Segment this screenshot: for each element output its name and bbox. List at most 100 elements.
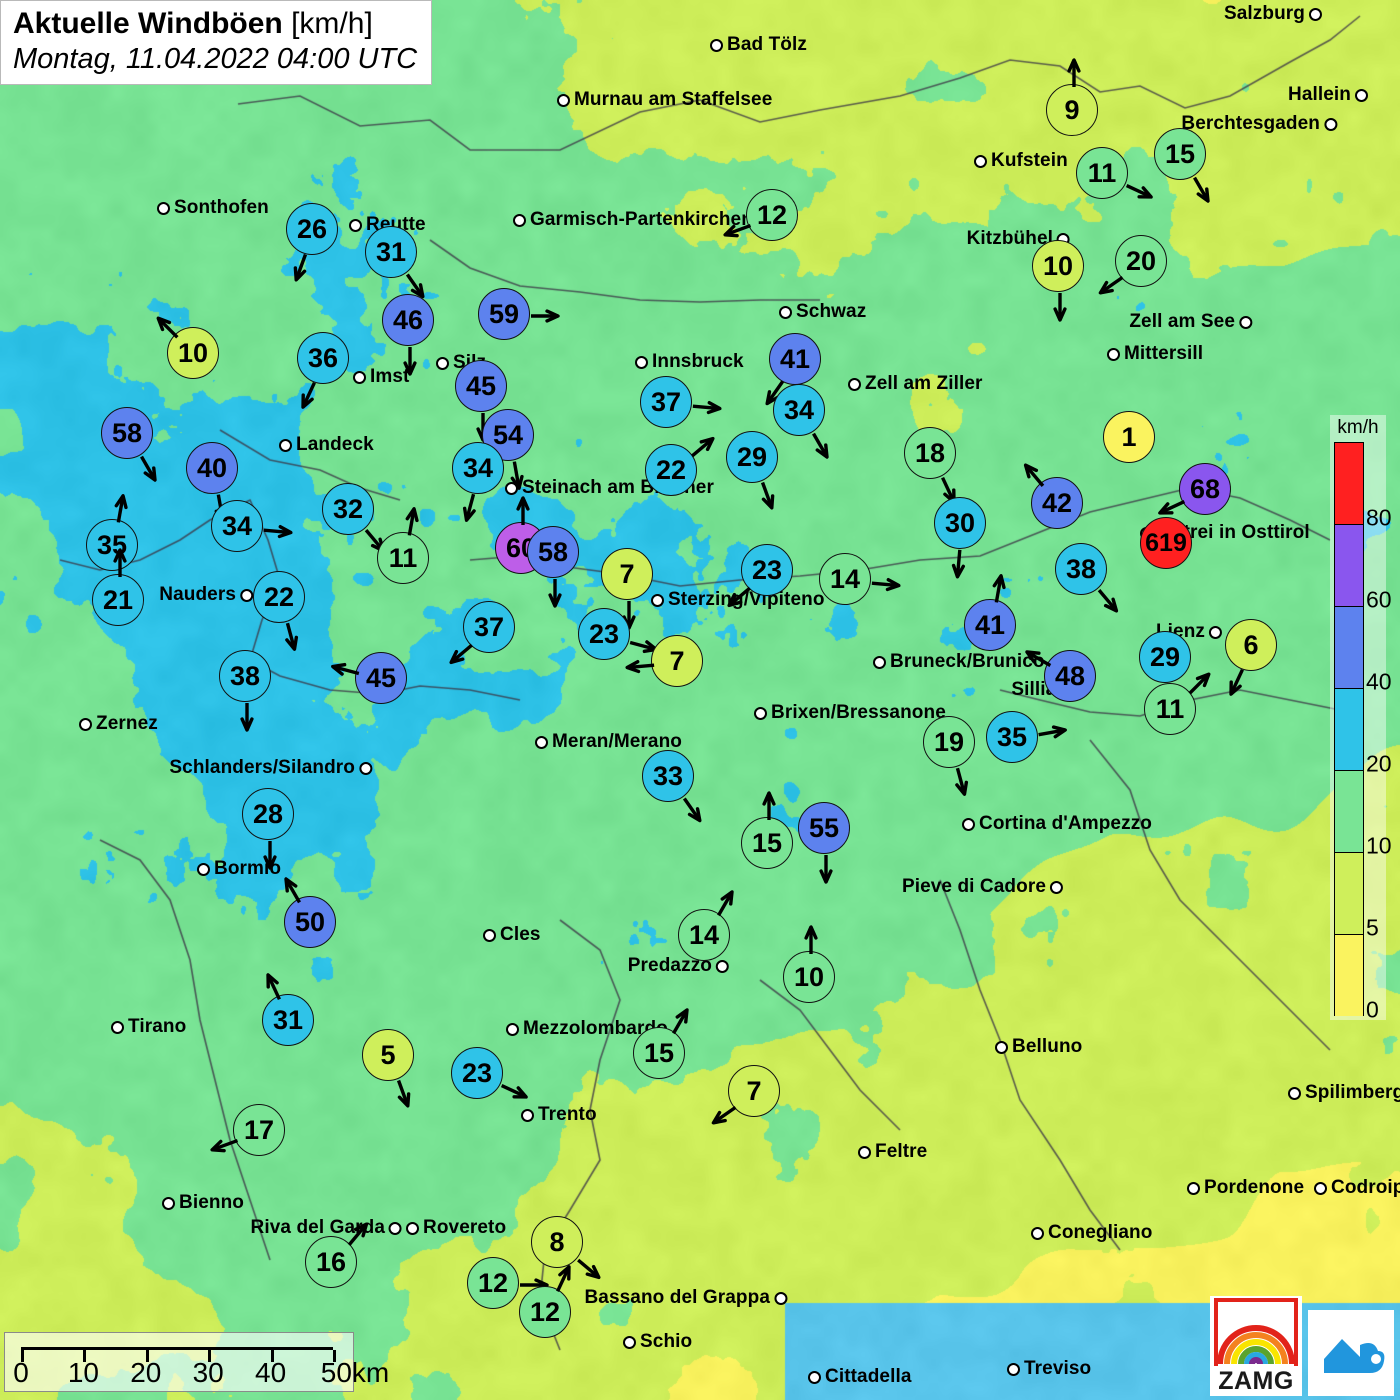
station-12-c[interactable]: 12 — [519, 1265, 571, 1338]
station-34-c[interactable]: 34 — [211, 500, 293, 552]
station-59[interactable]: 59 — [478, 288, 560, 340]
city-marker: Imst — [353, 366, 409, 388]
station-55[interactable]: 55 — [798, 802, 850, 884]
station-30[interactable]: 30 — [934, 497, 986, 579]
station-58-a[interactable]: 58 — [101, 407, 157, 482]
station-37-a[interactable]: 37 — [640, 376, 722, 428]
station-22-b[interactable]: 22 — [253, 571, 305, 651]
wind-value-bubble: 55 — [798, 802, 850, 854]
station-35-a[interactable]: 35 — [86, 494, 138, 571]
station-22-a[interactable]: 22 — [645, 436, 715, 496]
station-32[interactable]: 32 — [322, 483, 386, 553]
station-7-c[interactable]: 7 — [711, 1065, 780, 1125]
station-37-b[interactable]: 37 — [449, 601, 515, 665]
legend-color-bar: 80 60 40 20 10 5 0 — [1334, 442, 1392, 1023]
map-scale-bar: 0 10 20 30 40 50km — [4, 1332, 389, 1392]
city-dot-icon — [1007, 1362, 1020, 1376]
station-15-a[interactable]: 15 — [1154, 128, 1210, 203]
station-15-b[interactable]: 15 — [741, 791, 793, 869]
station-45-a[interactable]: 45 — [455, 360, 507, 442]
station-7-b[interactable]: 7 — [625, 635, 703, 687]
zamg-logo: ZAMG — [1210, 1296, 1302, 1396]
station-5[interactable]: 5 — [362, 1029, 414, 1108]
station-11-a[interactable]: 11 — [1076, 147, 1153, 199]
wind-value-bubble: 6 — [1225, 619, 1277, 671]
station-41-a[interactable]: 41 — [765, 333, 821, 406]
station-68[interactable]: 68 — [1158, 463, 1231, 515]
station-14-a[interactable]: 14 — [819, 553, 901, 605]
wind-value-bubble: 7 — [728, 1065, 780, 1117]
city-dot-icon — [521, 1108, 534, 1122]
station-18[interactable]: 18 — [904, 427, 956, 504]
wind-value-bubble: 59 — [478, 288, 530, 340]
station-40[interactable]: 40 — [186, 442, 238, 523]
wind-value-bubble: 9 — [1046, 84, 1098, 136]
wind-value-bubble: 50 — [284, 896, 336, 948]
station-35-b[interactable]: 35 — [986, 711, 1067, 763]
station-28[interactable]: 28 — [242, 788, 294, 870]
station-10-c[interactable]: 10 — [783, 925, 835, 1003]
city-marker: Sterzing/Vipiteno — [651, 589, 825, 611]
station-29-a[interactable]: 29 — [726, 431, 778, 510]
station-45-b[interactable]: 45 — [331, 652, 407, 704]
station-34-a[interactable]: 34 — [773, 384, 829, 459]
station-26[interactable]: 26 — [286, 203, 338, 282]
station-58-b[interactable]: 58 — [527, 526, 579, 608]
city-marker: Treviso — [1007, 1358, 1091, 1380]
city-label: Hallein — [1288, 84, 1351, 105]
scale-tick-mark — [208, 1350, 212, 1362]
station-21[interactable]: 21 — [92, 548, 144, 626]
station-12-b[interactable]: 12 — [467, 1257, 549, 1309]
city-dot-icon — [635, 355, 648, 369]
station-23-c[interactable]: 23 — [451, 1047, 528, 1099]
station-31-a[interactable]: 31 — [365, 226, 425, 299]
station-11-c[interactable]: 11 — [1144, 672, 1211, 735]
city-label: Murnau am Staffelsee — [574, 89, 773, 110]
station-17[interactable]: 17 — [210, 1104, 285, 1156]
station-7-a[interactable]: 7 — [601, 548, 653, 630]
station-6[interactable]: 6 — [1225, 619, 1277, 696]
station-29-b[interactable]: 29 — [1139, 631, 1191, 713]
station-14-b[interactable]: 14 — [678, 890, 734, 961]
wind-value-bubble: 10 — [783, 951, 835, 1003]
station-1[interactable]: 1 — [1103, 411, 1155, 463]
station-33[interactable]: 33 — [642, 750, 702, 823]
station-36[interactable]: 36 — [297, 332, 349, 409]
station-38-b[interactable]: 38 — [219, 650, 271, 732]
scale-tick-mark — [21, 1350, 24, 1362]
city-label: Nauders — [159, 584, 236, 605]
station-10-a[interactable]: 10 — [1032, 240, 1084, 322]
station-619[interactable]: 619 — [1140, 517, 1192, 569]
station-38-a[interactable]: 38 — [1055, 543, 1119, 613]
station-50[interactable]: 50 — [284, 877, 336, 948]
station-23-a[interactable]: 23 — [727, 544, 793, 608]
city-marker: Cittadella — [808, 1366, 912, 1388]
station-19[interactable]: 19 — [923, 716, 975, 796]
rainbow-icon — [1218, 1325, 1294, 1364]
city-marker: Zernez — [79, 713, 158, 735]
station-34-b[interactable]: 34 — [452, 442, 504, 522]
wind-value-bubble: 8 — [531, 1216, 583, 1268]
city-label: Belluno — [1012, 1036, 1083, 1057]
station-48[interactable]: 48 — [1025, 650, 1096, 702]
station-20[interactable]: 20 — [1098, 235, 1167, 295]
station-12-a[interactable]: 12 — [723, 189, 798, 241]
station-8[interactable]: 8 — [531, 1216, 601, 1280]
city-label: Kitzbühel — [966, 228, 1053, 249]
city-marker: Pieve di Cadore — [902, 876, 1063, 898]
station-41-b[interactable]: 41 — [964, 574, 1016, 651]
station-9[interactable]: 9 — [1046, 58, 1098, 136]
station-10-b[interactable]: 10 — [156, 316, 219, 379]
station-46[interactable]: 46 — [382, 294, 434, 376]
zamg-wordmark: ZAMG — [1218, 1367, 1294, 1395]
station-16[interactable]: 16 — [305, 1222, 369, 1288]
city-marker: Murnau am Staffelsee — [557, 89, 772, 111]
station-23-b[interactable]: 23 — [578, 608, 658, 660]
station-42[interactable]: 42 — [1023, 463, 1083, 529]
station-15-c[interactable]: 15 — [633, 1008, 689, 1079]
station-11-b[interactable]: 11 — [377, 507, 429, 584]
city-dot-icon — [1107, 347, 1120, 361]
wind-value-bubble: 16 — [305, 1236, 357, 1288]
station-31-b[interactable]: 31 — [262, 973, 314, 1046]
